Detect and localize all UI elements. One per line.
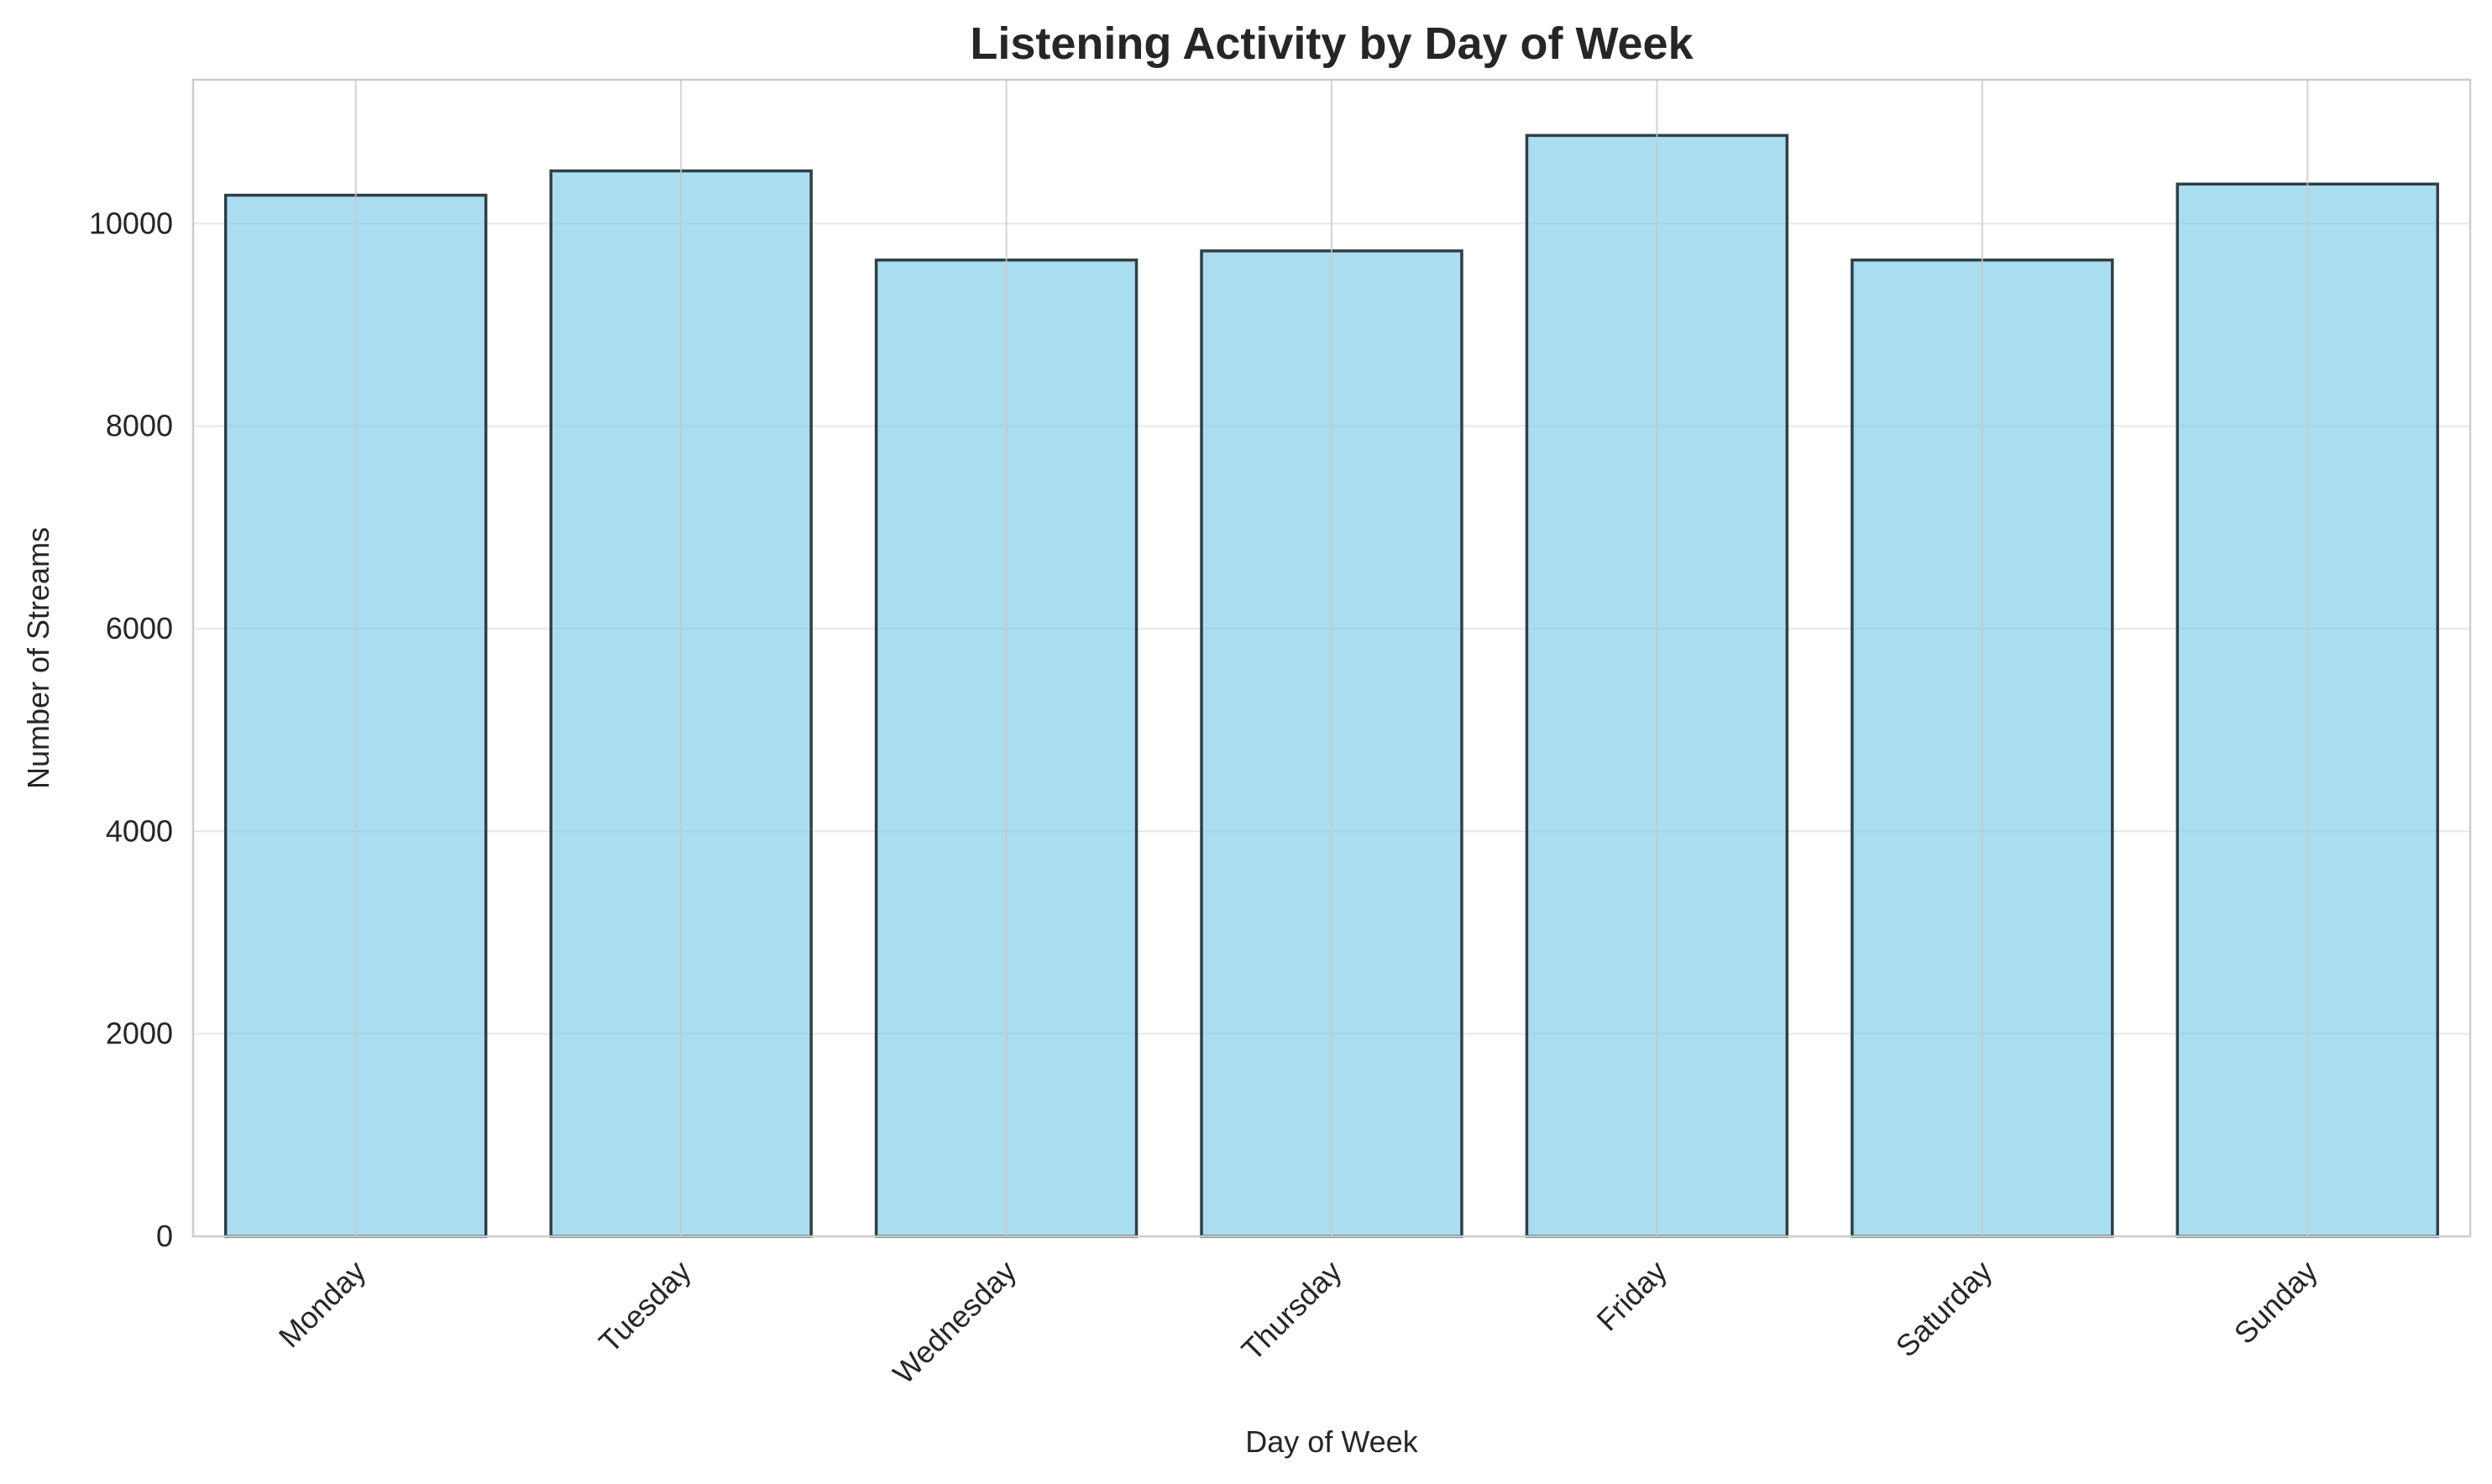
- x-tick-labels: Monday Tuesday Wednesday Thursday Friday Satu…: [272, 1254, 2324, 1391]
- chart-title: Listening Activity by Day of Week: [970, 18, 1694, 69]
- y-tick-labels: 0 2000 4000 6000 8000 10000: [89, 206, 173, 1253]
- y-tick-label: 4000: [106, 813, 173, 848]
- x-tick-label-wednesday: Wednesday: [886, 1254, 1023, 1391]
- y-axis-label: Number of Streams: [21, 527, 55, 789]
- x-tick-label-sunday: Sunday: [2228, 1254, 2324, 1351]
- x-tick-label-friday: Friday: [1589, 1254, 1673, 1338]
- x-tick-label-saturday: Saturday: [1889, 1254, 1999, 1364]
- y-tick-label: 8000: [106, 409, 173, 443]
- x-axis-label: Day of Week: [1245, 1424, 1418, 1459]
- x-tick-label-thursday: Thursday: [1235, 1254, 1348, 1367]
- y-tick-label: 6000: [106, 611, 173, 645]
- x-tick-label-tuesday: Tuesday: [592, 1254, 698, 1360]
- x-tick-label-monday: Monday: [272, 1254, 373, 1355]
- plot-frame: [191, 78, 2472, 1238]
- y-tick-label: 0: [156, 1219, 173, 1253]
- y-tick-label: 2000: [106, 1016, 173, 1051]
- y-tick-label: 10000: [89, 206, 173, 240]
- vertical-grid-lines: [354, 80, 2309, 1236]
